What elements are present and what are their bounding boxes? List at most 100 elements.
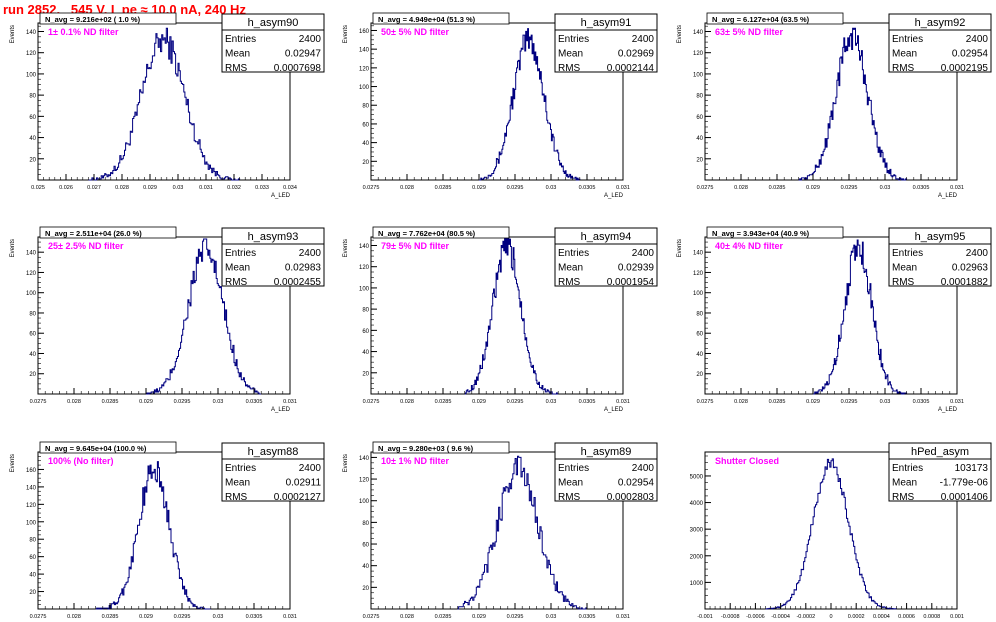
stats-box-frame [888, 227, 992, 287]
x-tick-label: 0.0295 [174, 399, 191, 405]
x-tick-label: 0.0004 [873, 614, 890, 620]
filter-label: 25± 2.5% ND filter [48, 241, 124, 251]
y-tick-label: 80 [362, 521, 369, 527]
navg-box [39, 226, 177, 239]
stats-label: Entries [892, 248, 923, 259]
navg-box [372, 226, 510, 239]
stats-label: Entries [558, 34, 589, 45]
stats-box: h_asym89 Entries 2400 Mean 0.02954 RMS 0.00028… [554, 442, 658, 503]
x-tick-label: 0.0002 [848, 614, 865, 620]
y-tick-label: 60 [362, 122, 369, 128]
stats-title: hPed_asym [911, 446, 969, 458]
x-tick-label: 0.03 [213, 399, 224, 405]
x-tick-label: 0.03 [173, 185, 184, 191]
x-axis-title: A_LED [604, 407, 624, 413]
stats-label: RMS [225, 277, 248, 288]
x-tick-label: 0.028 [400, 399, 414, 405]
y-tick-label: 120 [26, 503, 37, 509]
histogram-panel: 20 40 60 80 100 120 140 0.0275 0.028 0.0285 0.029 0… [343, 226, 658, 413]
stats-value: 0.0002127 [274, 492, 322, 503]
x-tick-label: -0.001 [697, 614, 713, 620]
y-tick-label: 80 [696, 311, 703, 317]
stats-value: 0.02954 [952, 49, 989, 60]
y-tick-label: 40 [29, 136, 36, 142]
stats-value: 0.02969 [618, 49, 655, 60]
x-tick-label: 0.0275 [697, 185, 714, 191]
stats-title: h_asym88 [248, 446, 299, 458]
stats-box: h_asym93 Entries 2400 Mean 0.02983 RMS 0.00024… [221, 227, 325, 288]
y-tick-label: 5000 [690, 474, 704, 480]
x-tick-label: 0.029 [472, 185, 486, 191]
x-tick-label: 0.031 [199, 185, 213, 191]
navg-label: N_avg = 9.645e+04 (100.0 %) [45, 444, 147, 453]
y-tick-label: 120 [26, 271, 37, 277]
x-tick-label: 0.0305 [246, 399, 263, 405]
navg-label: N_avg = 4.949e+04 (51.3 %) [378, 15, 476, 24]
navg-label: N_avg = 7.762e+04 (80.5 %) [378, 229, 476, 238]
stats-value: 0.0007698 [274, 63, 322, 74]
y-tick-label: 40 [362, 141, 369, 147]
y-tick-label: 2000 [690, 554, 704, 560]
navg-label: N_avg = 3.943e+04 (40.9 %) [712, 229, 810, 238]
x-tick-label: -0.0006 [746, 614, 765, 620]
stats-title: h_asym92 [915, 17, 966, 29]
y-tick-label: 40 [696, 352, 703, 358]
x-tick-label: 0.0275 [363, 185, 380, 191]
y-tick-label: 40 [362, 350, 369, 356]
stats-label: Entries [225, 248, 256, 259]
stats-title: h_asym89 [581, 446, 632, 458]
x-tick-label: -0.0004 [771, 614, 790, 620]
stats-label: RMS [558, 63, 581, 74]
x-tick-label: 0.031 [950, 185, 964, 191]
histogram-panel: 1000 2000 3000 4000 5000 -0.001 -0.0008 -0.0006… [690, 442, 992, 620]
x-tick-label: -0.0002 [796, 614, 815, 620]
y-axis-title: Events [677, 25, 683, 43]
stats-value: 2400 [299, 248, 322, 259]
stats-label: RMS [225, 63, 248, 74]
filter-label: 40± 4% ND filter [715, 241, 783, 251]
y-tick-label: 80 [362, 308, 369, 314]
histogram-panel: 20 40 60 80 100 120 140 0.0275 0.028 0.0285 0.029 0… [677, 12, 992, 199]
histogram-line [798, 27, 908, 181]
histogram-panel: 20 40 60 80 100 120 140 0.025 0.026 0.027 0.028 0.0… [10, 12, 325, 199]
y-tick-label: 20 [362, 371, 369, 377]
stats-value: 2400 [966, 34, 989, 45]
y-axis-title: Events [10, 25, 16, 43]
stats-value: 0.0002195 [941, 63, 989, 74]
y-tick-label: 80 [29, 538, 36, 544]
x-tick-label: 0.0285 [435, 614, 452, 620]
x-tick-label: 0.0275 [30, 614, 47, 620]
x-tick-label: 0.031 [616, 185, 630, 191]
stats-box: h_asym91 Entries 2400 Mean 0.02969 RMS 0.00021… [554, 13, 658, 74]
stats-box-frame [554, 442, 658, 502]
y-tick-label: 100 [26, 291, 37, 297]
y-tick-label: 140 [693, 30, 704, 36]
stats-label: RMS [892, 492, 915, 503]
y-tick-label: 100 [26, 72, 37, 78]
y-tick-label: 120 [26, 51, 37, 57]
x-tick-label: 0 [829, 614, 832, 620]
x-tick-label: 0.03 [213, 614, 224, 620]
x-tick-label: 0.0305 [913, 399, 930, 405]
histogram-line [813, 239, 908, 395]
navg-label: N_avg = 9.280e+03 ( 9.6 %) [378, 444, 474, 453]
stats-title: h_asym95 [915, 231, 966, 243]
x-tick-label: 0.0305 [913, 185, 930, 191]
x-tick-label: 0.0305 [579, 185, 596, 191]
y-tick-label: 140 [26, 251, 37, 257]
y-tick-label: 100 [359, 499, 370, 505]
y-tick-label: 140 [359, 456, 370, 462]
navg-box [39, 12, 177, 25]
histogram-line [765, 458, 897, 610]
y-tick-label: 160 [26, 468, 37, 474]
stats-box-frame [888, 13, 992, 73]
navg-label: N_avg = 2.511e+04 (26.0 %) [45, 229, 142, 238]
stats-label: RMS [892, 63, 915, 74]
stats-label: Entries [892, 34, 923, 45]
x-tick-label: 0.0295 [507, 614, 524, 620]
stats-box-frame [888, 442, 992, 502]
x-tick-label: 0.0295 [174, 614, 191, 620]
x-tick-label: 0.034 [283, 185, 297, 191]
x-tick-label: 0.029 [806, 185, 820, 191]
